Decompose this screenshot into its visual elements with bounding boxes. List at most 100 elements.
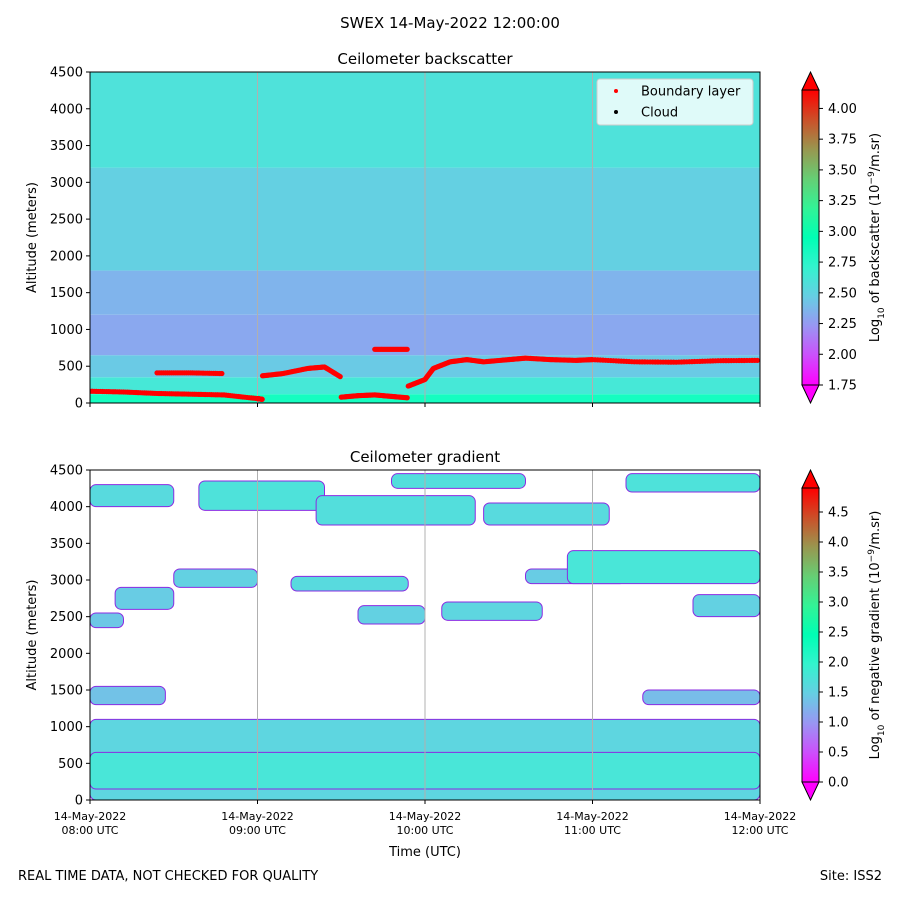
colorbar-tick-label: 3.50 (828, 163, 857, 178)
boundary-layer-point (404, 395, 410, 401)
boundary-layer-point (337, 374, 343, 380)
panels: Ceilometer backscatter 0 500 1000 1500 2000 25… (25, 50, 887, 860)
colorbar-tick-label: 3.00 (828, 225, 857, 240)
y-tick-label: 4000 (50, 500, 83, 515)
gradient-region-16 (483, 502, 610, 526)
gradient-region-6 (173, 568, 258, 588)
colorbar-tick-label: 3.0 (828, 596, 849, 611)
colorbar-tick-label: 1.0 (828, 716, 849, 731)
colorbar-tick-label: 2.25 (828, 317, 857, 332)
colorbar-frame (801, 487, 820, 783)
colorbar-label-part: Log (868, 319, 883, 342)
gradient-region-3 (642, 689, 760, 706)
x-tick-label: 11:00 UTC (564, 824, 621, 837)
y-tick-label: 1500 (50, 286, 83, 301)
y-tick-label: 3500 (50, 139, 83, 154)
colorbar-tick-label: 4.00 (828, 102, 857, 117)
plot-area (90, 72, 760, 403)
colorbar-label-part: of negative gradient (10 (868, 562, 883, 724)
y-tick-label: 2500 (50, 213, 83, 228)
panel-0: Ceilometer backscatter 0 500 1000 1500 2000 25… (25, 50, 887, 412)
colorbar-tick-label: 2.50 (828, 286, 857, 301)
y-tick-label: 2500 (50, 610, 83, 625)
colorbar-gradient (802, 488, 819, 782)
y-tick-label: 1500 (50, 684, 83, 699)
quality-disclaimer: REAL TIME DATA, NOT CHECKED FOR QUALITY (18, 869, 319, 884)
colorbar-tick-label: 2.00 (828, 348, 857, 363)
gradient-region-8 (357, 605, 426, 625)
y-tick-label: 3000 (50, 176, 83, 191)
colorbar-tick-label: 2.5 (828, 626, 849, 641)
plot-area (90, 470, 760, 800)
gradient-region-9 (441, 601, 543, 621)
colorbar: 1.75 2.00 2.25 2.50 2.75 3.00 3.25 3.50 3.75 4.00… (801, 70, 887, 405)
colorbar-tick-label: 1.5 (828, 686, 849, 701)
y-tick-label: 4500 (50, 464, 83, 479)
colorbar-tick-label: 3.25 (828, 194, 857, 209)
panel-title: Ceilometer backscatter (337, 50, 513, 68)
colorbar-label: Log10 of backscatter (10−9/m.sr) (867, 133, 887, 342)
y-tick-label: 4500 (50, 66, 83, 81)
y-tick-label: 0 (75, 794, 83, 809)
colorbar-extend-max (801, 70, 820, 91)
gradient-region-2 (90, 685, 166, 706)
x-tick-label: 14-May-2022 (221, 810, 293, 823)
y-tick-label: 0 (75, 397, 83, 412)
colorbar-tick-label: 0.0 (828, 776, 849, 791)
colorbar-tick-label: 2.0 (828, 656, 849, 671)
y-tick-label: 3000 (50, 574, 83, 589)
legend: Boundary layer Cloud (596, 78, 754, 126)
gradient-region-5 (114, 586, 175, 610)
gradient-region-12 (692, 594, 760, 618)
gradient-region-14 (198, 480, 325, 511)
gradient-region-7 (290, 575, 409, 592)
x-tick-label: 14-May-2022 (556, 810, 628, 823)
colorbar-label-part: −9 (867, 171, 877, 185)
x-axis-label: Time (UTC) (388, 845, 461, 860)
legend-label: Cloud (641, 106, 678, 121)
y-axis-label: Altitude (meters) (25, 580, 40, 691)
gradient-region-18 (391, 473, 526, 489)
colorbar-label-part: of backscatter (10 (868, 185, 883, 308)
legend-box (596, 78, 754, 126)
y-tick-label: 4000 (50, 102, 83, 117)
boundary-layer-point (259, 396, 265, 402)
x-tick-label: 14-May-2022 (54, 810, 126, 823)
panel-1: Ceilometer gradient 0 500 1000 1500 2000 2500 3… (25, 448, 887, 860)
colorbar-extend-max (801, 468, 820, 489)
legend-label: Boundary layer (641, 85, 741, 100)
panel-title: Ceilometer gradient (350, 448, 500, 466)
y-tick-label: 2000 (50, 249, 83, 264)
colorbar-tick-label: 4.5 (828, 506, 849, 521)
y-tick-label: 500 (58, 360, 83, 375)
gradient-region-13 (90, 484, 175, 508)
boundary-layer-point (219, 370, 225, 377)
legend-marker (614, 89, 618, 93)
boundary-layer-point (754, 357, 760, 363)
colorbar-label-part: Log (868, 736, 883, 759)
gradient-region-11 (566, 550, 760, 585)
colorbar-frame (801, 89, 820, 386)
colorbar-label-part: 10 (877, 724, 887, 736)
colorbar-tick-label: 2.75 (828, 256, 857, 271)
y-axis-label: Altitude (meters) (25, 182, 40, 293)
colorbar-tick-label: 0.5 (828, 746, 849, 761)
colorbar-extend-min (801, 781, 820, 802)
y-tick-label: 1000 (50, 720, 83, 735)
gradient-region-15 (315, 495, 476, 526)
site-label: Site: ISS2 (819, 869, 882, 884)
colorbar-label-part: −9 (867, 549, 877, 563)
colorbar-label-part: 10 (877, 307, 887, 319)
y-tick-label: 3500 (50, 537, 83, 552)
colorbar-tick-label: 4.0 (828, 536, 849, 551)
colorbar-label-part: /m.sr) (868, 511, 883, 549)
colorbar-label: Log10 of negative gradient (10−9/m.sr) (867, 511, 887, 760)
y-tick-label: 1000 (50, 323, 83, 338)
colorbar-tick-label: 3.5 (828, 566, 849, 581)
x-tick-label: 14-May-2022 (724, 810, 796, 823)
gradient-region-4 (90, 612, 124, 629)
boundary-layer-point (404, 346, 410, 352)
x-tick-label: 14-May-2022 (389, 810, 461, 823)
x-tick-label: 08:00 UTC (61, 824, 118, 837)
colorbar: 0.0 0.5 1.0 1.5 2.0 2.5 3.0 3.5 4.0 4.5 Log10 of n… (801, 468, 887, 802)
